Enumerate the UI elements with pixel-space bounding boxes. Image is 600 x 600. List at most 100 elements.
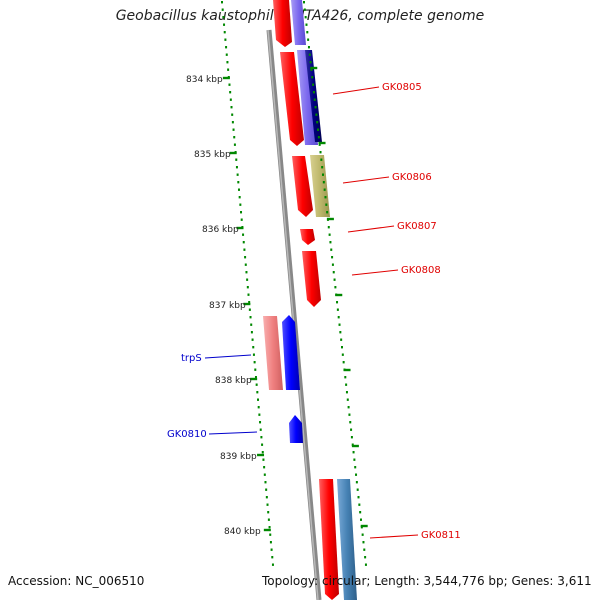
position-tick [346, 398, 349, 401]
position-tick [221, 1, 223, 4]
position-tick [347, 406, 350, 409]
position-tick [324, 196, 327, 199]
gene-label-gk0808[interactable]: GK0808 [401, 265, 441, 276]
gene-feature[interactable] [292, 156, 313, 217]
position-tick [262, 458, 265, 461]
gene-feature[interactable] [291, 0, 306, 45]
position-tick [321, 173, 324, 176]
gene-feature[interactable] [305, 50, 322, 142]
position-tick [240, 211, 243, 214]
gene-feature[interactable] [280, 52, 304, 146]
major-tick [326, 217, 334, 221]
gene-feature[interactable] [337, 479, 357, 600]
position-tick [326, 211, 329, 214]
kbp-label: 836 kbp [202, 225, 239, 235]
position-tick [332, 271, 335, 274]
gene-label-gk0806[interactable]: GK0806 [392, 172, 432, 183]
position-tick [235, 158, 238, 161]
position-tick [267, 511, 270, 514]
position-tick [317, 128, 320, 131]
position-tick [308, 53, 311, 56]
position-tick [263, 466, 266, 469]
position-tick [321, 166, 324, 169]
major-tick [310, 66, 318, 70]
position-tick [233, 136, 236, 139]
position-tick [251, 338, 254, 341]
gene-label-gk0805[interactable]: GK0805 [382, 82, 422, 93]
position-tick [244, 256, 247, 259]
position-tick [349, 421, 352, 424]
position-tick [263, 473, 266, 476]
position-tick [306, 31, 309, 34]
position-tick [254, 376, 257, 379]
gene-feature[interactable] [273, 0, 292, 47]
position-tick [307, 46, 310, 49]
position-tick [242, 241, 245, 244]
position-tick [250, 331, 253, 334]
gene-feature[interactable] [302, 251, 321, 307]
major-tick [360, 524, 368, 528]
major-tick [335, 293, 343, 297]
position-tick [325, 203, 328, 206]
position-tick [250, 323, 253, 326]
position-tick [303, 8, 306, 11]
gene-label-trps[interactable]: trpS [181, 353, 202, 364]
gene-label-gk0807[interactable]: GK0807 [397, 221, 437, 232]
position-tick [350, 436, 353, 439]
position-tick [248, 301, 251, 304]
position-tick [242, 233, 245, 236]
position-tick [316, 121, 319, 124]
position-tick [331, 256, 334, 259]
gene-label-gk0811[interactable]: GK0811 [421, 530, 461, 541]
position-tick [246, 278, 249, 281]
position-tick [223, 31, 226, 34]
gene-feature[interactable] [319, 479, 339, 600]
position-tick [358, 503, 361, 506]
position-tick [252, 346, 255, 349]
position-tick [257, 398, 260, 401]
position-tick [318, 143, 321, 146]
gene-feature[interactable] [289, 415, 303, 443]
position-tick [230, 106, 233, 109]
major-tick [229, 151, 237, 155]
kbp-label: 839 kbp [220, 452, 257, 462]
position-tick [307, 38, 310, 41]
position-tick [362, 541, 365, 544]
gene-feature[interactable] [300, 229, 315, 245]
position-tick [329, 241, 332, 244]
position-tick [265, 496, 268, 499]
position-tick [248, 308, 251, 311]
position-tick [340, 346, 343, 349]
position-tick [340, 338, 343, 341]
position-tick [330, 248, 333, 251]
major-tick [222, 76, 230, 80]
position-tick [259, 428, 262, 431]
position-tick [264, 481, 267, 484]
position-tick [265, 488, 268, 491]
position-tick [345, 391, 348, 394]
position-tick [259, 421, 262, 424]
position-tick [231, 121, 234, 124]
gene-labels: GK0805 GK0806 GK0807 GK0808 trpS GK0810 … [167, 82, 461, 541]
major-tick [243, 302, 251, 306]
position-tick [317, 136, 320, 139]
position-tick [328, 233, 331, 236]
position-tick [309, 61, 312, 64]
position-tick [337, 316, 340, 319]
kbp-label: 834 kbp [186, 75, 223, 85]
gene-feature[interactable] [282, 315, 300, 390]
major-tick [318, 141, 326, 145]
position-tick [323, 188, 326, 191]
gene-label-gk0810[interactable]: GK0810 [167, 429, 207, 440]
position-tick [229, 98, 232, 101]
position-tick [267, 518, 270, 521]
position-tick [224, 38, 227, 41]
position-tick [303, 1, 305, 4]
major-tick [351, 444, 359, 448]
genome-backbone [266, 29, 322, 600]
kbp-label: 835 kbp [194, 150, 231, 160]
position-tick [260, 436, 263, 439]
gene-feature[interactable] [310, 155, 330, 217]
position-tick [253, 361, 256, 364]
gene-feature[interactable] [263, 316, 283, 390]
